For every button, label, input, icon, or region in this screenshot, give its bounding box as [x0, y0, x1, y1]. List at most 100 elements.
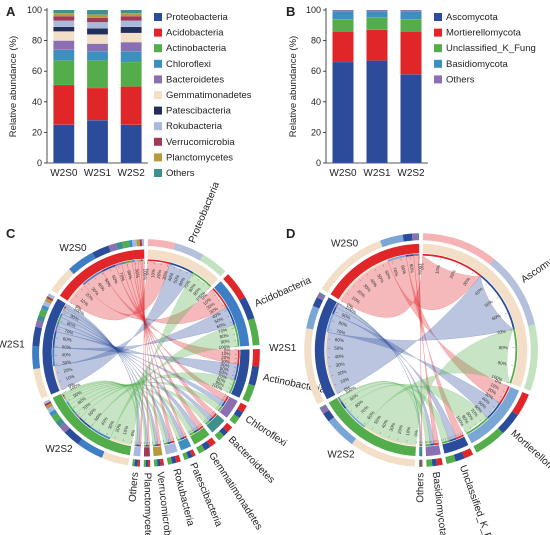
outer-stack-ascomycota-1 — [489, 259, 535, 326]
composition-strip-w2s0-chloroflexi — [115, 262, 122, 267]
composition-strip-w2s2-gemmatimonadetes — [68, 404, 73, 410]
percent-tick-label: 100% — [73, 306, 85, 316]
percent-tick-label: 100% — [344, 385, 356, 395]
percent-tick-mark — [366, 273, 369, 276]
legend-label-basidiomycota: Basidiomycota — [446, 59, 508, 70]
outer-stack-rokubacteria-0 — [174, 454, 181, 463]
percent-tick-label: 0% — [494, 378, 502, 385]
panel-letter-b: B — [286, 4, 295, 19]
percent-tick-label: 100% — [345, 305, 357, 315]
chord-ribbon-w2s0-verrucomicrobia — [138, 260, 161, 445]
composition-strip-chloroflexi-w2s0 — [224, 395, 229, 403]
composition-strip-chloroflexi-w2s2 — [217, 405, 223, 412]
percent-tick-mark — [346, 293, 349, 295]
percent-tick-mark — [58, 329, 61, 330]
percent-tick-mark — [447, 437, 449, 440]
bar-segment-mortierellomycota-w2s1 — [366, 29, 388, 61]
chord-ribbon-w2s2-gemmatimonadetes — [69, 384, 194, 435]
percent-ticks-gemmatimonadetes — [187, 423, 202, 434]
bar-segment-planctomycetes-w2s2 — [120, 12, 142, 17]
bar-segment-others-w2s1 — [86, 9, 109, 15]
percent-tick-label: 90% — [341, 312, 351, 320]
percent-tick-mark — [94, 277, 97, 280]
composition-strip-w2s2-others — [337, 396, 340, 399]
chord-group-arc-w2s1 — [42, 298, 66, 395]
outer-stack-mortierellomycota-1 — [498, 411, 518, 434]
composition-strip-gemmatimonadetes-w2s2 — [189, 431, 195, 436]
percent-tick-label: 0% — [414, 430, 419, 437]
percent-tick-mark — [374, 268, 376, 271]
percent-tick-label: 10% — [340, 376, 350, 384]
percent-tick-mark — [205, 419, 207, 421]
y-tick-label: 20 — [311, 127, 321, 137]
chord-diagram-c: 0% 10% 20% 30%40%50%60%70%80%90%100%Proteob… — [0, 180, 327, 535]
percent-tick-mark — [184, 432, 186, 435]
percent-tick-mark — [78, 412, 81, 415]
percent-tick-label: 90% — [461, 414, 470, 424]
percent-tick-mark — [60, 320, 63, 322]
outer-stack-rokubacteria-1 — [170, 456, 177, 464]
legend-swatch-gemmatimonadetes — [154, 91, 162, 99]
outer-stack-actinobacteria-0 — [252, 349, 260, 367]
percent-tick-mark — [215, 408, 218, 411]
percent-tick-mark — [364, 422, 366, 425]
outer-stack-w2s2-3 — [320, 405, 330, 414]
percent-tick-mark — [202, 421, 205, 423]
percent-tick-mark — [506, 381, 509, 383]
chord-ribbons — [326, 255, 514, 445]
percent-tick-mark — [68, 305, 71, 307]
composition-strip-others-w2s1 — [420, 444, 422, 447]
outer-stack-w2s1-1 — [32, 346, 41, 370]
composition-strip-ascomycota-w2s2 — [509, 328, 518, 384]
percent-tick-label: 30% — [335, 361, 345, 368]
percent-tick-mark — [188, 430, 191, 433]
composition-strip-planctomycetes-w2s0 — [147, 444, 150, 447]
chord-ribbon-w2s2-planctomycetes — [63, 381, 147, 446]
outer-stack-w2s0-0 — [51, 269, 74, 294]
bar-segment-others-w2s2 — [400, 9, 422, 12]
percent-tick-mark — [214, 294, 216, 297]
percent-tick-label: 100% — [195, 290, 207, 302]
percent-tick-mark — [191, 429, 193, 432]
x-tick-label-w2s2: W2S2 — [118, 168, 146, 179]
composition-strip-rokubacteria-w2s1 — [167, 441, 172, 445]
legend-label-actinobacteria: Actinobacteria — [166, 43, 227, 54]
outer-stack-basidiomycota-1 — [431, 458, 438, 467]
percent-tick-mark — [229, 321, 232, 323]
chord-group-arc-actinobacteria — [231, 349, 250, 398]
percent-tick-mark — [445, 438, 447, 441]
percent-tick-mark — [187, 431, 189, 434]
chord-label-w2s1: W2S1 — [0, 340, 25, 351]
percent-tick-mark — [331, 375, 334, 377]
percent-tick-mark — [59, 380, 62, 382]
percent-ticks-w2s0: 0%10%20%30%40%50%60% 70% 80% 90% 100% — [341, 256, 422, 310]
composition-strip-acidobacteria-w2s1 — [226, 306, 236, 325]
percent-tick-mark — [70, 302, 73, 304]
percent-tick-label: 100% — [69, 382, 82, 391]
x-tick-label-w2s1: W2S1 — [363, 168, 391, 179]
outer-stack-bacteroidetes-1 — [219, 427, 228, 437]
composition-strip-w2s0-patescibacteria — [131, 260, 135, 263]
legend-swatch-actinobacteria — [154, 44, 162, 53]
percent-ticks-planctomycetes — [144, 441, 150, 444]
outer-stack-w2s0-9 — [139, 239, 143, 247]
bar-segment-verrucomicrobia-w2s1 — [86, 17, 109, 23]
percent-tick-mark — [457, 433, 459, 436]
percent-tick-label: 40% — [97, 282, 106, 292]
composition-strip-others-w2s2 — [134, 444, 137, 447]
percent-tick-label: 50% — [477, 400, 487, 410]
chord-group-arc-w2s1 — [314, 297, 337, 400]
chord-ribbon-w2s1-unclassified-k-fung — [333, 307, 457, 441]
composition-strip-w2s0-acidobacteria — [82, 270, 103, 286]
percent-tick-label: 60% — [491, 313, 501, 321]
bar-segment-bacteroidetes-w2s0 — [53, 40, 75, 50]
x-tick-label-w2s0: W2S0 — [50, 168, 78, 179]
percent-tick-label: 20% — [487, 387, 497, 396]
composition-strip-proteobacteria-w2s2 — [192, 272, 212, 287]
percent-tick-label: 20% — [63, 367, 73, 374]
composition-strip-w2s0-planctomycetes — [140, 259, 143, 262]
percent-tick-label: 50% — [214, 316, 224, 324]
composition-strip-others-w2s0 — [139, 444, 141, 447]
percent-tick-label: 10% — [405, 426, 411, 436]
percent-tick-mark — [218, 404, 221, 406]
